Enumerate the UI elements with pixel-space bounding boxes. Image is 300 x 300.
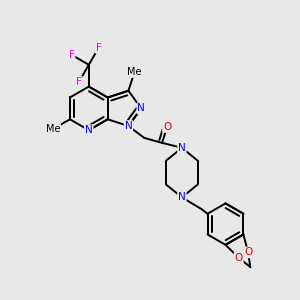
Text: F: F: [76, 77, 82, 87]
Text: F: F: [96, 43, 102, 52]
Text: N: N: [178, 192, 186, 203]
Text: N: N: [85, 125, 93, 135]
Text: N: N: [137, 103, 145, 113]
Text: Me: Me: [127, 67, 142, 77]
Text: O: O: [163, 122, 171, 132]
Text: F: F: [69, 50, 75, 60]
Text: O: O: [235, 253, 243, 263]
Text: N: N: [178, 143, 186, 153]
Text: Me: Me: [46, 124, 60, 134]
Text: N: N: [124, 121, 132, 131]
Text: O: O: [244, 248, 252, 257]
